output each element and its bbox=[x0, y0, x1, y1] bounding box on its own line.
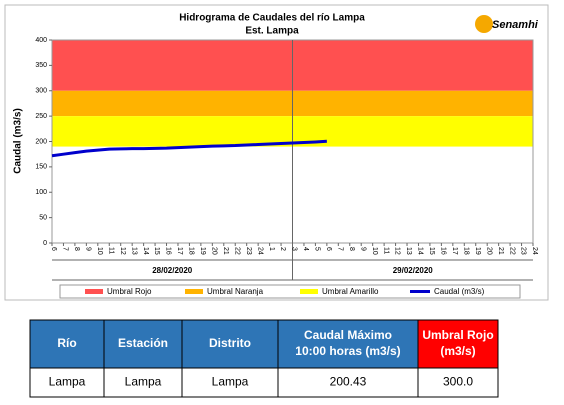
legend-swatch bbox=[300, 289, 318, 294]
x-tick-label: 9 bbox=[359, 247, 366, 251]
logo: Senamhi bbox=[492, 19, 539, 31]
date-label: 28/02/2020 bbox=[152, 266, 193, 275]
x-tick-label: 16 bbox=[165, 247, 172, 255]
legend-label: Caudal (m3/s) bbox=[434, 287, 485, 296]
cell-text: Lampa bbox=[49, 375, 86, 389]
x-tick-label: 9 bbox=[85, 247, 92, 251]
x-tick-label: 13 bbox=[130, 247, 137, 255]
y-tick-label: 250 bbox=[35, 113, 47, 120]
y-axis-label: Caudal (m3/s) bbox=[13, 108, 24, 174]
x-tick-label: 17 bbox=[176, 247, 183, 255]
x-tick-label: 23 bbox=[245, 247, 252, 255]
header-cell bbox=[277, 319, 419, 369]
x-tick-label: 24 bbox=[531, 247, 538, 255]
header-text: Caudal Máximo bbox=[304, 328, 392, 342]
cell-text: 300.0 bbox=[443, 375, 473, 389]
legend-box bbox=[59, 284, 521, 299]
x-tick-label: 8 bbox=[73, 247, 80, 251]
header-text: Estación bbox=[118, 336, 168, 350]
legend-swatch bbox=[185, 289, 203, 294]
y-tick-label: 100 bbox=[35, 189, 47, 196]
cell-text: Lampa bbox=[125, 375, 162, 389]
x-tick-label: 7 bbox=[62, 247, 69, 251]
y-tick-label: 200 bbox=[35, 138, 47, 145]
x-tick-label: 14 bbox=[142, 247, 149, 255]
x-tick-label: 16 bbox=[440, 247, 447, 255]
x-tick-label: 6 bbox=[50, 247, 57, 251]
y-tick-label: 150 bbox=[35, 164, 47, 171]
header-text: 10:00 horas (m3/s) bbox=[295, 344, 400, 358]
header-text: (m3/s) bbox=[440, 344, 475, 358]
header-text: Río bbox=[57, 336, 76, 350]
x-tick-label: 20 bbox=[210, 247, 217, 255]
header-cell bbox=[103, 319, 183, 369]
x-tick-label: 19 bbox=[199, 247, 206, 255]
cell-text: Lampa bbox=[212, 375, 249, 389]
x-tick-label: 22 bbox=[508, 247, 515, 255]
header-cell bbox=[181, 319, 279, 369]
x-tick-label: 23 bbox=[520, 247, 527, 255]
x-tick-label: 5 bbox=[314, 247, 321, 251]
header-text: Distrito bbox=[209, 336, 251, 350]
x-tick-label: 10 bbox=[371, 247, 378, 255]
table-cell bbox=[417, 367, 499, 398]
x-tick-label: 24 bbox=[256, 247, 263, 255]
x-tick-label: 4 bbox=[302, 247, 309, 251]
table-cell bbox=[277, 367, 419, 398]
x-tick-label: 18 bbox=[188, 247, 195, 255]
x-tick-label: 17 bbox=[451, 247, 458, 255]
header-text: Umbral Rojo bbox=[422, 328, 493, 342]
header-cell bbox=[417, 319, 499, 369]
x-tick-label: 7 bbox=[336, 247, 343, 251]
chart-title: Hidrograma de Caudales del río Lampa bbox=[179, 13, 365, 24]
x-tick-label: 18 bbox=[462, 247, 469, 255]
logo-sun bbox=[475, 15, 493, 33]
y-tick-label: 0 bbox=[43, 240, 47, 247]
chart-subtitle: Est. Lampa bbox=[245, 26, 299, 37]
cell-text: 200.43 bbox=[330, 375, 367, 389]
x-tick-label: 10 bbox=[96, 247, 103, 255]
x-tick-label: 15 bbox=[153, 247, 160, 255]
x-tick-label: 13 bbox=[405, 247, 412, 255]
x-tick-label: 11 bbox=[107, 247, 114, 254]
legend-label: Umbral Rojo bbox=[107, 287, 152, 296]
x-tick-label: 11 bbox=[382, 247, 389, 254]
x-tick-label: 21 bbox=[222, 247, 229, 255]
header-cell bbox=[29, 319, 105, 369]
legend-label: Umbral Amarillo bbox=[322, 287, 379, 296]
x-tick-label: 12 bbox=[394, 247, 401, 255]
series-line bbox=[51, 139, 327, 158]
x-tick-label: 22 bbox=[233, 247, 240, 255]
y-tick-label: 400 bbox=[35, 37, 47, 44]
x-tick-label: 6 bbox=[325, 247, 332, 251]
x-tick-label: 21 bbox=[497, 247, 504, 255]
x-tick-label: 8 bbox=[348, 247, 355, 251]
x-tick-label: 1 bbox=[268, 247, 275, 251]
legend-swatch bbox=[85, 289, 103, 294]
x-tick-label: 19 bbox=[474, 247, 481, 255]
table-cell bbox=[181, 367, 279, 398]
legend-label: Umbral Naranja bbox=[207, 287, 264, 296]
x-tick-label: 20 bbox=[485, 247, 492, 255]
date-label: 29/02/2020 bbox=[393, 266, 434, 275]
x-tick-label: 15 bbox=[428, 247, 435, 255]
y-tick-label: 350 bbox=[35, 62, 47, 69]
y-tick-label: 50 bbox=[39, 214, 47, 221]
x-tick-label: 12 bbox=[119, 247, 126, 255]
x-tick-label: 14 bbox=[417, 247, 424, 255]
x-tick-label: 3 bbox=[291, 247, 298, 251]
table-cell bbox=[103, 367, 183, 398]
y-tick-label: 300 bbox=[35, 88, 47, 95]
x-tick-label: 2 bbox=[279, 247, 286, 251]
